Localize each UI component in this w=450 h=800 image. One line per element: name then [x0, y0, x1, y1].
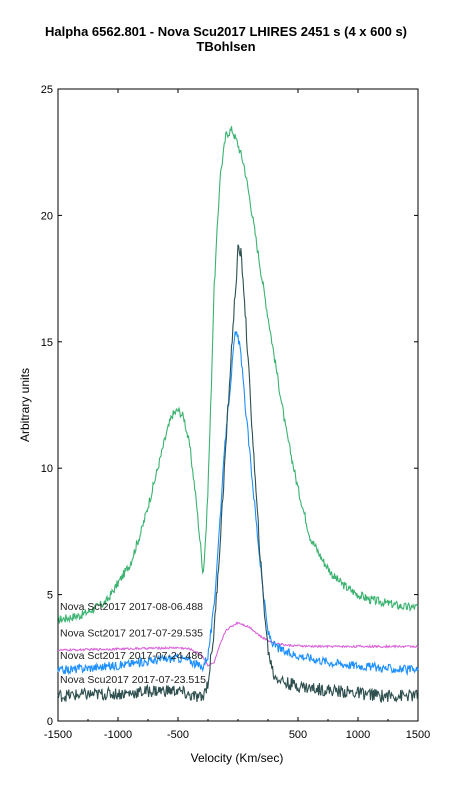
- x-axis-label: Velocity (Km/sec): [191, 751, 284, 765]
- series-label: Nova Sct2017 2017-07-29.535: [60, 627, 203, 639]
- series-label: Nova Scu2017 2017-07-23.515: [60, 674, 206, 686]
- y-tick-label: 15: [41, 337, 53, 349]
- y-tick-label: 5: [47, 590, 53, 602]
- y-tick-label: 25: [41, 84, 53, 96]
- y-axis-label: Arbitrary units: [18, 368, 32, 442]
- series-group: [57, 126, 419, 704]
- x-tick-label: -500: [167, 729, 189, 741]
- series-line: [57, 244, 419, 704]
- series-line: [57, 621, 419, 667]
- chart-title: Halpha 6562.801 - Nova Scu2017 LHIRES 24…: [45, 24, 407, 39]
- y-tick-label: 0: [47, 716, 53, 728]
- x-tick-label: 500: [289, 729, 307, 741]
- y-axis: 0 5 10 15 20 25: [41, 84, 418, 728]
- y-tick-label: 20: [41, 210, 53, 222]
- y-tick-label: 10: [41, 463, 53, 475]
- x-axis: -1500 -1000 -500 500 1000 1500: [44, 89, 430, 741]
- series-label: Nova Sct2017 2017-08-06.488: [60, 601, 203, 613]
- series-line: [57, 331, 419, 677]
- x-tick-label: -1500: [44, 729, 72, 741]
- x-tick-label: -1000: [104, 729, 132, 741]
- series-line: [57, 126, 419, 624]
- series-label: Nova Sct2017 2017-07-24.486: [60, 650, 203, 662]
- plot-frame: [57, 88, 419, 722]
- series-labels: Nova Sct2017 2017-08-06.488 Nova Sct2017 …: [60, 601, 206, 686]
- chart-subtitle: TBohlsen: [196, 39, 255, 54]
- x-tick-label: 1500: [406, 729, 430, 741]
- x-tick-label: 1000: [346, 729, 370, 741]
